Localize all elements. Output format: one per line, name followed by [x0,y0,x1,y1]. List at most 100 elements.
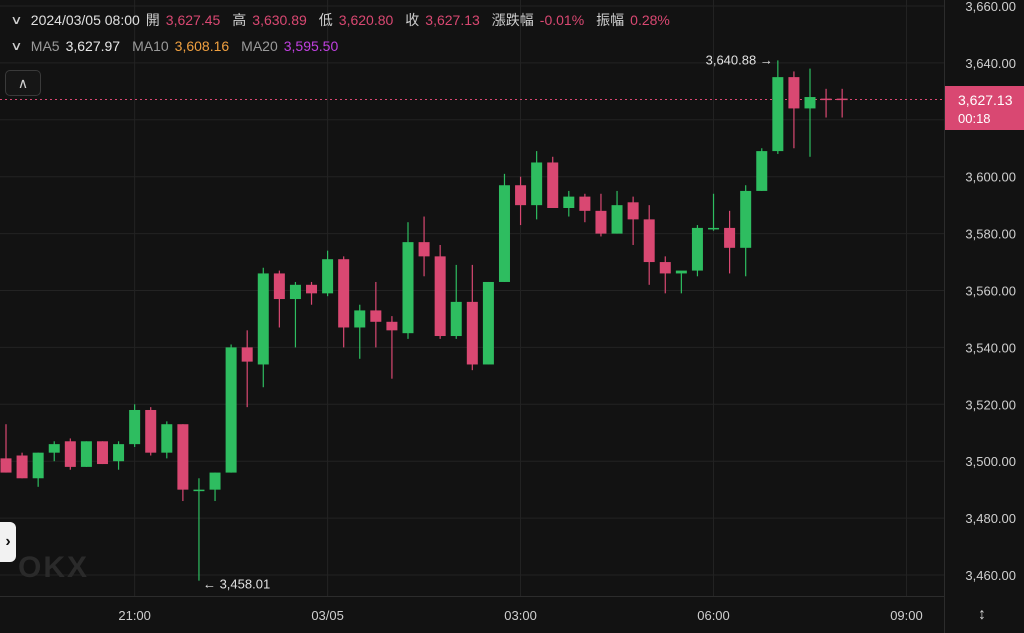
candle [241,330,253,408]
candle-body [579,196,591,211]
low-annotation: ← 3,458.01 [203,577,270,592]
candle [708,193,720,231]
candle [354,304,366,359]
candle [113,441,125,470]
x-tick-label: 21:00 [118,608,151,623]
candle [595,193,607,237]
y-tick-label: 3,500.00 [965,454,1016,469]
time-axis[interactable]: 21:00 03/05 03:00 06:00 09:00 [118,608,922,623]
candle [740,185,752,277]
candle [306,281,318,305]
candle-body [804,97,816,109]
candle-body [836,98,848,101]
candle [482,281,494,365]
candle-body [643,219,655,263]
annotations: 3,640.88 → ← 3,458.01 [203,52,773,591]
candle [370,281,382,348]
current-price: 3,627.13 [958,92,1013,108]
high-annotation: 3,640.88 → [706,52,773,67]
y-tick-label: 3,520.00 [965,397,1016,412]
candle [627,196,639,245]
candle [16,452,28,479]
x-tick-label: 09:00 [890,608,923,623]
candle-body [354,310,366,328]
candle [338,256,350,348]
candle-body [466,301,478,365]
change-label: 漲跌幅 [491,12,534,28]
candle [498,173,510,282]
candle-body [113,444,125,462]
candle-body [225,347,237,473]
candle-body [418,242,430,257]
candle-body [740,190,752,248]
candle [643,205,655,285]
candle-body [193,489,205,492]
chevron-down-icon[interactable]: ∨ [10,39,23,53]
candle-body [708,227,720,230]
candle-body [482,281,494,365]
candle-body [177,424,189,490]
x-tick-label: 03/05 [311,608,344,623]
candle-body [96,441,108,465]
candle-body [16,455,28,479]
candle-body [531,162,543,206]
price-axis[interactable]: 3,460.00 3,480.00 3,500.00 3,520.00 3,540.00… [965,0,1016,583]
candle-body [145,409,157,453]
chevron-up-icon: ∧ [17,75,29,91]
candle-body [338,259,350,328]
candle [466,264,478,371]
candle-body [820,98,832,101]
candle [161,421,173,459]
chevron-down-icon[interactable]: ∨ [10,13,23,27]
candle [145,407,157,456]
high-label: 高 [232,12,247,28]
candle-body [402,242,414,334]
candle [48,441,60,462]
candle [659,256,671,294]
candle [177,424,189,502]
candle-body [257,273,269,365]
candle-body [48,444,60,453]
low-value: 3,620.80 [338,12,394,28]
candle-body [772,77,784,152]
current-price-badge: 3,627.13 00:18 [945,86,1024,130]
candle-body [161,424,173,453]
candle [772,60,784,154]
candle-body [450,301,462,337]
ma-info-row: ∨ MA5 3,627.97 MA10 3,608.16 MA20 3,595.… [10,38,350,54]
open-value: 3,627.45 [165,12,221,28]
candle [450,264,462,339]
candle [691,225,703,277]
chevron-right-icon: › [5,533,11,550]
candle [386,316,398,379]
ma10-label: MA10 [132,38,169,54]
high-value: 3,630.89 [252,12,307,28]
vertical-arrows-icon[interactable]: ↕ [978,606,986,623]
candle-body [306,284,318,294]
candle-body [627,202,639,220]
expand-panel-button[interactable]: › [0,522,16,562]
candle [820,88,832,118]
candle-body [724,227,736,248]
candle-body [515,185,527,206]
candle-body [273,273,285,300]
candle [402,222,414,339]
candle [96,441,108,465]
ohlc-info-row: ∨ 2024/03/05 08:00 開 3,627.45 高 3,630.89… [10,10,682,30]
candle [418,216,430,277]
candle [64,438,76,470]
candle [129,404,141,447]
candle [209,472,221,502]
open-label: 開 [145,12,160,28]
candle-body [675,270,687,274]
y-tick-label: 3,660.00 [965,0,1016,14]
candle-body [129,409,141,445]
ma5-value: 3,627.97 [65,38,121,54]
candle [434,244,446,339]
candle [788,71,800,149]
collapse-button[interactable]: ∧ [5,70,41,96]
candle-body [611,205,623,234]
okx-watermark-logo: OKX [18,551,90,584]
candle [193,478,205,581]
